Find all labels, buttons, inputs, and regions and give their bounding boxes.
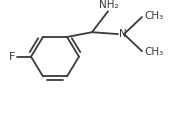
Text: N: N <box>119 29 127 39</box>
Text: NH₂: NH₂ <box>99 0 119 10</box>
Text: CH₃: CH₃ <box>144 11 163 21</box>
Text: CH₃: CH₃ <box>144 47 163 57</box>
Text: F: F <box>9 52 15 62</box>
